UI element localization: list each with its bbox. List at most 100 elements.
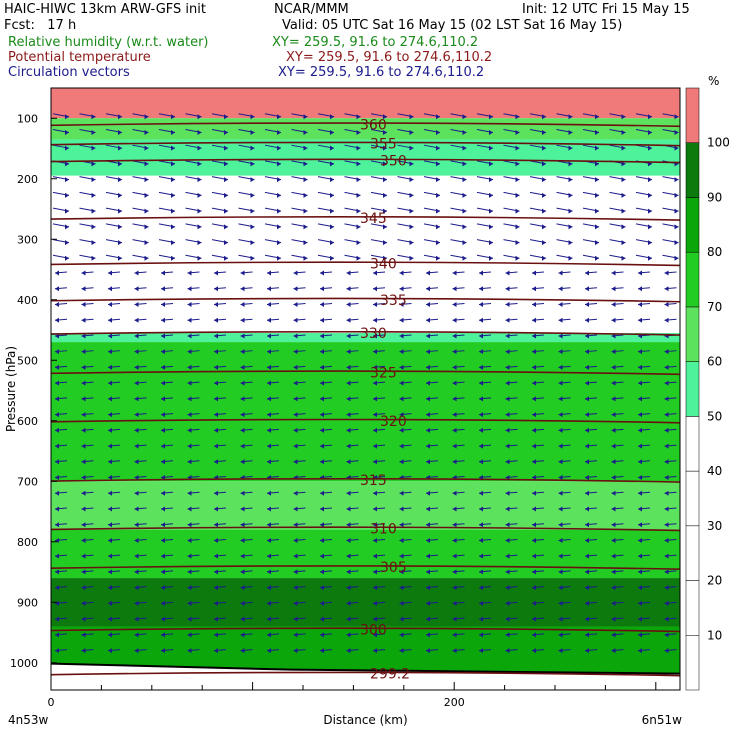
vector-head <box>161 317 165 323</box>
vector-head <box>330 255 334 261</box>
vector-head <box>462 177 467 183</box>
vector-head <box>118 240 122 246</box>
x-end-label-left: 4n53w <box>8 713 49 727</box>
vector-head <box>426 364 430 370</box>
vector-head <box>674 114 679 120</box>
vector-head <box>240 569 245 575</box>
vector-head <box>611 600 616 606</box>
colorbar-label: 30 <box>707 519 722 533</box>
vector-head <box>568 224 573 230</box>
vector-head <box>356 145 361 151</box>
theta-contour-line <box>51 477 680 483</box>
vector-head <box>558 522 563 528</box>
vector-head <box>638 459 642 465</box>
theta-contour-label: 315 <box>360 473 387 489</box>
colorbar-segment <box>685 580 700 636</box>
vector-head <box>267 600 271 606</box>
vector-head <box>558 427 563 433</box>
vector-head <box>436 224 440 230</box>
y-tick-label: 600 <box>17 415 38 428</box>
vector-head <box>197 145 202 151</box>
vector-head <box>568 177 573 183</box>
vector-head <box>214 364 218 370</box>
vector-head <box>426 585 430 591</box>
vector-head <box>479 333 483 339</box>
vector-head <box>320 490 324 496</box>
vector-head <box>595 129 599 135</box>
vector-head <box>373 301 377 307</box>
vector-head <box>373 364 377 370</box>
vector-head <box>585 616 589 622</box>
vector-head <box>674 145 679 151</box>
vector-head <box>621 255 626 261</box>
vector-head <box>462 255 467 261</box>
vector-head <box>532 553 536 559</box>
vector-head <box>214 490 218 496</box>
vector-head <box>134 616 139 622</box>
vector-head <box>399 648 404 654</box>
vector-head <box>108 490 112 496</box>
vector-head <box>621 177 626 183</box>
vector-head <box>638 475 642 481</box>
vector-head <box>55 553 59 559</box>
vector-head <box>409 161 414 167</box>
vector-head <box>108 270 112 276</box>
vector-head <box>330 208 334 214</box>
y-tick-label: 300 <box>17 233 38 246</box>
vector-head <box>187 349 192 355</box>
vector-head <box>224 192 228 198</box>
vector-head <box>568 240 573 246</box>
vector-head <box>558 380 563 386</box>
theta-contour-label: 300 <box>360 622 387 638</box>
vector-head <box>224 129 228 135</box>
vector-head <box>330 114 334 120</box>
vector-head <box>479 585 483 591</box>
vector-head <box>532 506 536 512</box>
vector-head <box>65 129 69 135</box>
vector-head <box>452 380 457 386</box>
vector-head <box>373 427 377 433</box>
vector-head <box>118 145 122 151</box>
vector-head <box>267 632 271 638</box>
vector-head <box>330 177 334 183</box>
vector-head <box>664 585 669 591</box>
vector-head <box>558 648 563 654</box>
vector-head <box>81 585 86 591</box>
vector-head <box>108 632 112 638</box>
vector-head <box>197 240 202 246</box>
vector-head <box>611 553 616 559</box>
vector-head <box>108 317 112 323</box>
vector-head <box>505 443 510 449</box>
vector-head <box>81 490 86 496</box>
vector-head <box>505 648 510 654</box>
vector-head <box>505 616 510 622</box>
vector-head <box>479 286 483 292</box>
vector-head <box>595 114 599 120</box>
vector-head <box>346 412 351 418</box>
vector-head <box>91 208 96 214</box>
vector-head <box>55 301 59 307</box>
vector-head <box>346 459 351 465</box>
vector-head <box>585 632 589 638</box>
vector-head <box>585 569 589 575</box>
vector-head <box>426 648 430 654</box>
vector-head <box>436 161 440 167</box>
vector-head <box>187 632 192 638</box>
vector-head <box>558 632 563 638</box>
vector-head <box>134 569 139 575</box>
vector-head <box>277 224 281 230</box>
colorbar-label: 80 <box>707 245 722 259</box>
vector-head <box>611 459 616 465</box>
vector-head <box>505 333 510 339</box>
vector-head <box>611 380 616 386</box>
y-tick-label: 700 <box>17 475 38 488</box>
vector-head <box>532 600 536 606</box>
colorbar-segment <box>685 416 700 472</box>
vector-head <box>479 600 483 606</box>
vector-head <box>489 208 493 214</box>
vector-head <box>399 506 404 512</box>
colorbar-segment <box>685 142 700 198</box>
vector-head <box>134 585 139 591</box>
vector-head <box>452 349 457 355</box>
vector-head <box>144 192 149 198</box>
